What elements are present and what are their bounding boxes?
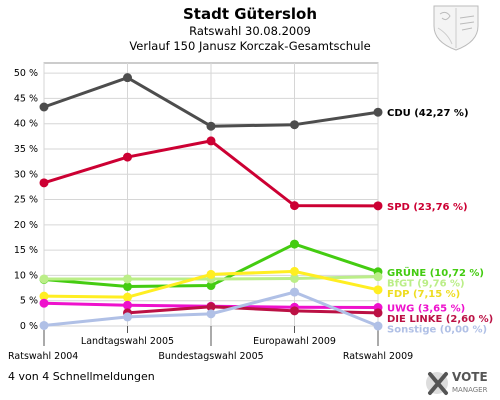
x-tick-label: Landtagswahl 2005 bbox=[81, 336, 174, 347]
y-tick-label: 10 % bbox=[14, 270, 38, 281]
y-tick-label: 20 % bbox=[14, 220, 38, 231]
data-point bbox=[123, 282, 132, 292]
data-point bbox=[123, 300, 132, 310]
data-point bbox=[290, 266, 299, 276]
data-point bbox=[39, 291, 49, 301]
y-tick-label: 15 % bbox=[14, 245, 38, 256]
data-point bbox=[206, 281, 216, 291]
series-line-die-linke bbox=[127, 305, 379, 315]
data-point bbox=[206, 302, 216, 312]
data-point bbox=[373, 107, 383, 117]
series-end-label: GRÜNE (10,72 %) bbox=[387, 265, 484, 279]
y-tick-label: 5 % bbox=[20, 296, 38, 307]
data-point bbox=[290, 239, 299, 249]
data-point bbox=[206, 121, 216, 131]
data-point bbox=[39, 274, 49, 284]
y-tick-label: 30 % bbox=[14, 169, 38, 180]
data-point bbox=[123, 73, 132, 83]
vote-manager-logo: VOTE MANAGER bbox=[426, 370, 488, 395]
series-end-label: DIE LINKE (2,60 %) bbox=[387, 314, 493, 325]
nrw-coat-of-arms-icon bbox=[433, 5, 479, 51]
series-end-label: Sonstige (0,00 %) bbox=[387, 325, 487, 336]
logo-text-vote: VOTE bbox=[452, 370, 488, 384]
data-point bbox=[206, 136, 216, 146]
data-point bbox=[290, 120, 299, 130]
vote-manager-x-icon bbox=[426, 372, 448, 395]
data-point bbox=[373, 321, 383, 331]
series-lines bbox=[39, 73, 383, 331]
y-axis: 0 % 5 % 10 % 15 % 20 % 25 % 30 % 35 % 40 % 45 % 50… bbox=[14, 68, 38, 332]
series-end-label: SPD (23,76 %) bbox=[387, 202, 468, 213]
data-point bbox=[39, 298, 49, 308]
data-point bbox=[39, 320, 49, 330]
y-tick-label: 35 % bbox=[14, 144, 38, 155]
x-tick-label: Ratswahl 2009 bbox=[343, 351, 413, 362]
data-point bbox=[123, 274, 132, 284]
data-point bbox=[123, 152, 132, 162]
x-tick-label: Ratswahl 2004 bbox=[8, 351, 78, 362]
logo-text-manager: MANAGER bbox=[452, 386, 488, 394]
data-point bbox=[290, 287, 299, 297]
x-tick-label: Bundestagswahl 2005 bbox=[158, 351, 263, 362]
y-tick-label: 45 % bbox=[14, 93, 38, 104]
data-point bbox=[206, 309, 216, 319]
data-point bbox=[39, 178, 49, 188]
data-point bbox=[373, 272, 383, 282]
series-end-label: BfGT (9,76 %) bbox=[387, 278, 465, 289]
data-point bbox=[373, 308, 383, 318]
data-point bbox=[290, 273, 299, 283]
data-point bbox=[39, 102, 49, 112]
y-tick-label: 0 % bbox=[20, 321, 38, 332]
data-point bbox=[290, 201, 299, 211]
series-end-label: CDU (42,27 %) bbox=[387, 108, 469, 119]
footer-note: 4 von 4 Schnellmeldungen bbox=[8, 370, 155, 383]
chart-title: Stadt Gütersloh bbox=[183, 5, 317, 23]
chart-subtitle-date: Ratswahl 30.08.2009 bbox=[189, 24, 311, 38]
data-point bbox=[123, 292, 132, 302]
y-tick-label: 25 % bbox=[14, 195, 38, 206]
x-tick-label: Europawahl 2009 bbox=[253, 336, 336, 347]
series-end-label: FDP (7,15 %) bbox=[387, 289, 460, 300]
series-end-labels: CDU (42,27 %) SPD (23,76 %) GRÜNE (10,72 %… bbox=[387, 108, 493, 335]
data-point bbox=[206, 269, 216, 279]
y-tick-label: 50 % bbox=[14, 68, 38, 79]
chart-subtitle-district: Verlauf 150 Janusz Korczak-Gesamtschule bbox=[129, 39, 370, 53]
y-tick-label: 40 % bbox=[14, 119, 38, 130]
data-point bbox=[373, 285, 383, 295]
series-end-label: UWG (3,65 %) bbox=[387, 304, 465, 315]
data-point bbox=[373, 201, 383, 211]
data-point bbox=[123, 312, 132, 322]
data-point bbox=[290, 306, 299, 316]
